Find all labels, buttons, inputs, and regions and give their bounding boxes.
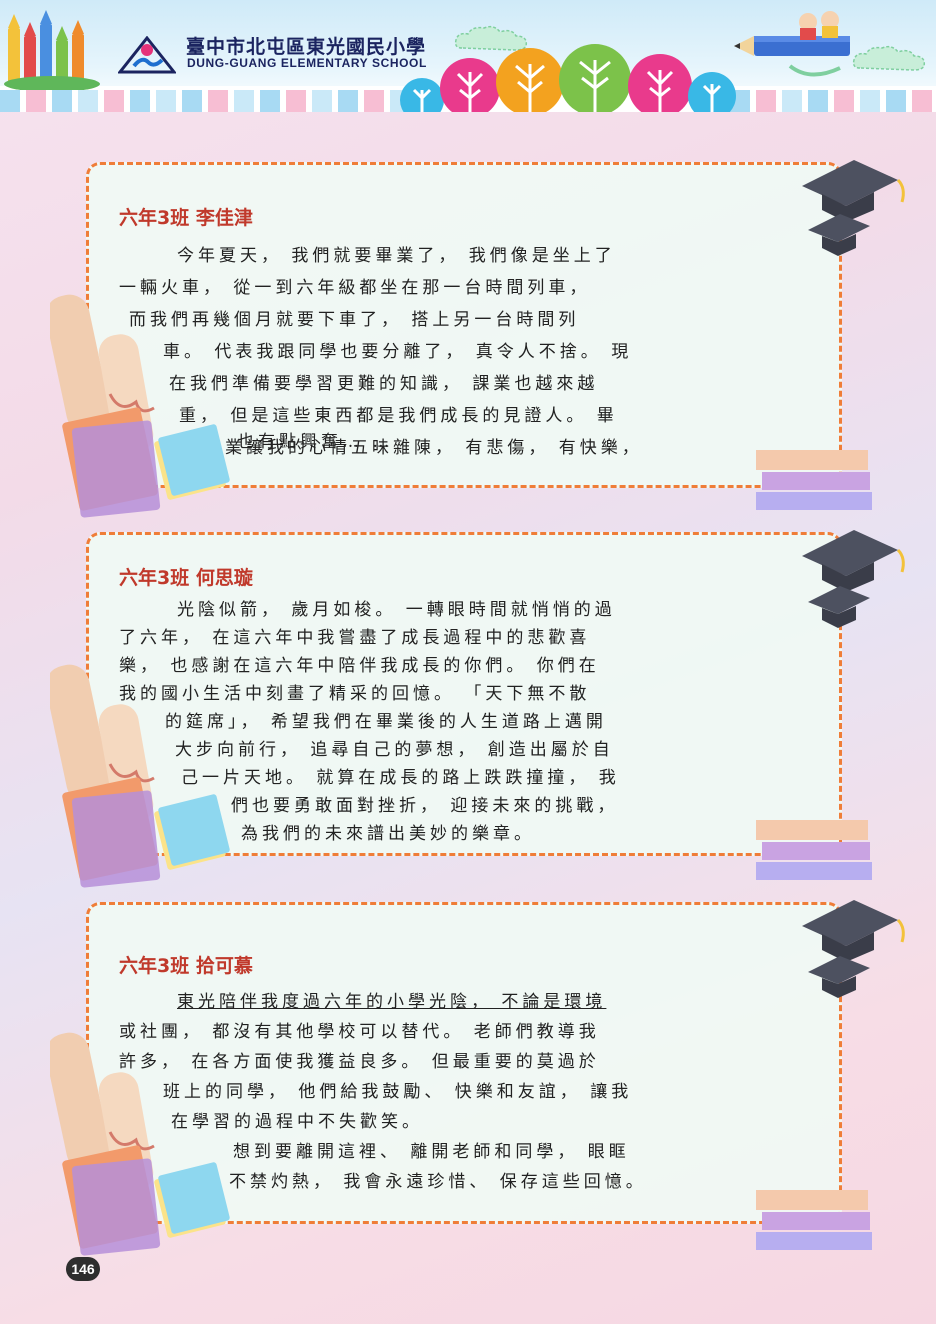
graduation-cap-icon xyxy=(808,956,870,998)
cloud-icon xyxy=(454,25,528,51)
essay-line: 了六年， 在這六年中我嘗盡了成長過程中的悲歡喜 xyxy=(119,628,591,648)
essay-line: 大步向前行， 追尋自己的夢想， 創造出屬於自 xyxy=(175,740,614,760)
diploma-and-notebook-illustration xyxy=(50,664,230,888)
page-number: 146 xyxy=(66,1257,100,1281)
book-stack-illustration xyxy=(756,1190,872,1250)
essay-title: 六年3班 李佳津 xyxy=(119,207,253,229)
essay-line: 們也要勇敢面對挫折， 迎接未來的挑戰， xyxy=(231,796,619,816)
essay-line: 我的國小生活中刻畫了精采的回憶。 「天下無不散 xyxy=(119,684,591,704)
essay-title: 六年3班 何思璇 xyxy=(119,567,253,589)
essay-line: 班上的同學， 他們給我鼓勵、 快樂和友誼， 讓我 xyxy=(163,1082,633,1102)
essay-line: 樂， 也感謝在這六年中陪伴我成長的你們。 你們在 xyxy=(119,656,600,676)
graduation-cap-icon xyxy=(802,900,905,962)
graduation-cap-icon xyxy=(802,530,905,592)
graduation-cap-icon xyxy=(808,214,870,256)
essay-line: 重， 但是這些東西都是我們成長的見證人。 畢 xyxy=(179,406,618,426)
school-name-zh: 臺中市北屯區東光國民小學 xyxy=(186,36,427,58)
essay-line: 許多， 在各方面使我獲益良多。 但最重要的莫過於 xyxy=(119,1052,600,1072)
essay-line: 業讓我的心情五味雜陳， 有悲傷， 有快樂， xyxy=(225,438,643,458)
cloud-icon xyxy=(852,45,926,71)
essay-line: 或社團， 都沒有其他學校可以替代。 老師們教導我 xyxy=(119,1022,600,1042)
diploma-and-notebook-illustration xyxy=(50,1032,230,1256)
essay-card: 六年3班 拾可慕 東光陪伴我度過六年的小學光陰， 不論是環境 或社團， 都沒有其… xyxy=(86,902,842,1224)
crayons-illustration xyxy=(4,10,100,90)
essay-line: 一輛火車， 從一到六年級都坐在那一台時間列車， xyxy=(119,278,591,298)
essay-line: 為我們的未來譜出美妙的樂章。 xyxy=(241,824,535,844)
essay-line: 東光陪伴我度過六年的小學光陰， 不論是環境 xyxy=(177,992,607,1012)
book-stack-illustration xyxy=(756,450,872,510)
diploma-and-notebook-illustration xyxy=(50,294,230,518)
page-header: 臺中市北屯區東光國民小學 DUNG-GUANG ELEMENTARY SCHOO… xyxy=(0,0,936,112)
tree-circles-illustration xyxy=(400,44,736,112)
book-stack-illustration xyxy=(756,820,872,880)
essay-line: 也有點興奮… … xyxy=(237,432,394,452)
school-name-en: DUNG-GUANG ELEMENTARY SCHOOL xyxy=(187,56,427,70)
graduation-cap-icon xyxy=(808,586,870,628)
essay-line: 光陰似箭， 歲月如梭。 一轉眼時間就悄悄的過 xyxy=(177,600,616,620)
essay-line: 不禁灼熱， 我會永遠珍惜、 保存這些回憶。 xyxy=(229,1172,647,1192)
essay-title: 六年3班 拾可慕 xyxy=(119,955,253,977)
essay-line: 在我們準備要學習更難的知識， 課業也越來越 xyxy=(169,374,599,394)
essay-line: 想到要離開這裡、 離開老師和同學， 眼眶 xyxy=(233,1142,630,1162)
essay-line: 今年夏天， 我們就要畢業了， 我們像是坐上了 xyxy=(177,246,616,266)
essay-line: 的筵席」， 希望我們在畢業後的人生道路上邁開 xyxy=(165,712,607,732)
essay-line: 而我們再幾個月就要下車了， 搭上另一台時間列 xyxy=(129,310,580,330)
essay-line: 己一片天地。 就算在成長的路上跌跌撞撞， 我 xyxy=(181,768,620,788)
school-logo xyxy=(118,36,176,74)
children-on-pencil-illustration xyxy=(734,11,850,77)
essay-line: 車。 代表我跟同學也要分離了， 真令人不捨。 現 xyxy=(163,342,633,362)
graduation-cap-icon xyxy=(802,160,905,222)
essay-line: 在學習的過程中不失歡笑。 xyxy=(171,1112,423,1132)
